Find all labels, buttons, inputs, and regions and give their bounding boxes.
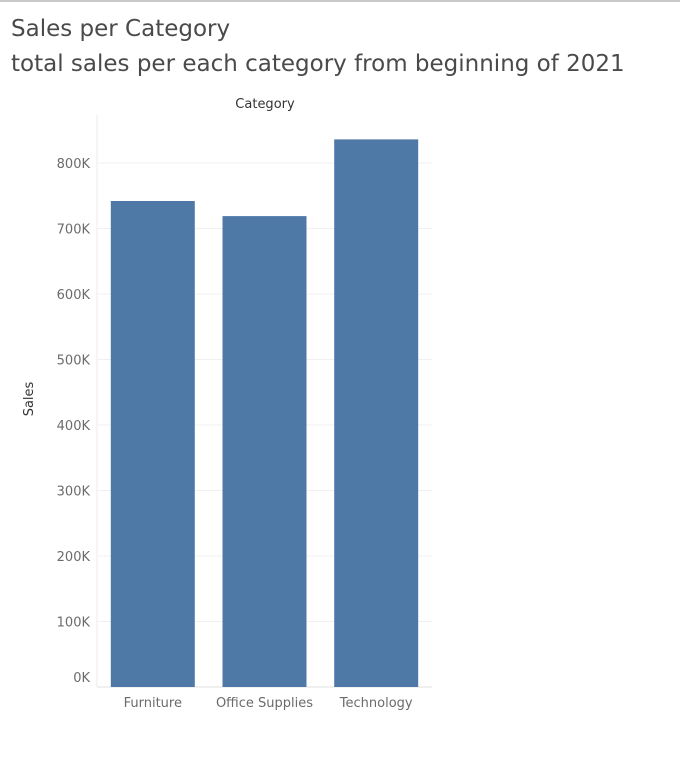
top-divider	[0, 0, 680, 2]
y-axis-tick-labels: 0K 100K 200K 300K 400K 500K 600K 700K 800K	[57, 157, 91, 686]
bar-furniture[interactable]	[110, 201, 195, 687]
y-tick-label: 800K	[57, 157, 91, 172]
y-tick-label: 200K	[57, 550, 91, 565]
x-tick-label: Office Supplies	[216, 696, 313, 711]
chart-subtitle: total sales per each category from begin…	[11, 51, 625, 77]
y-tick-label: 600K	[57, 288, 91, 303]
bars[interactable]	[110, 139, 419, 687]
chart-title: Sales per Category	[11, 16, 231, 42]
y-tick-label: 300K	[57, 485, 91, 500]
x-tick-label: Technology	[339, 696, 413, 711]
x-tick-label: Furniture	[124, 696, 182, 711]
bar-technology[interactable]	[334, 139, 419, 687]
y-tick-label: 400K	[57, 419, 91, 434]
y-axis-title: Sales	[22, 381, 37, 416]
x-axis-title: Category	[235, 97, 295, 112]
x-axis-tick-labels: Furniture Office Supplies Technology	[124, 696, 413, 711]
y-tick-label: 700K	[57, 223, 91, 238]
y-tick-label: 100K	[57, 616, 91, 631]
y-tick-label: 500K	[57, 354, 91, 369]
bar-office-supplies[interactable]	[222, 216, 307, 687]
y-tick-label: 0K	[73, 671, 90, 686]
